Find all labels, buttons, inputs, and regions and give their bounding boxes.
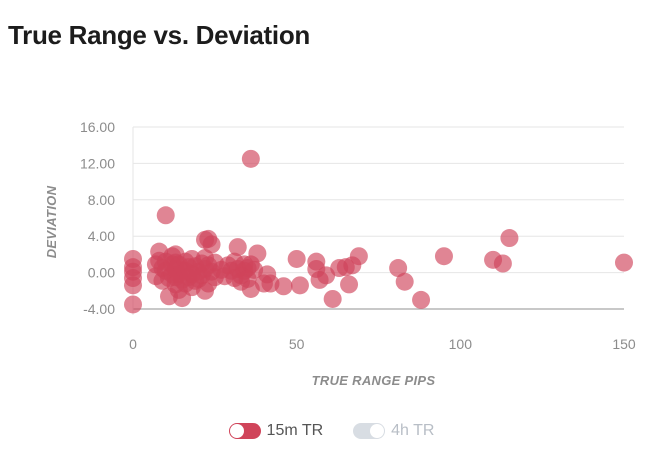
scatter-point[interactable] bbox=[615, 253, 633, 272]
scatter-point[interactable] bbox=[228, 238, 247, 257]
y-tick-label: 8.00 bbox=[88, 192, 115, 208]
x-tick-label: 100 bbox=[449, 336, 473, 352]
legend: 15m TR 4h TR bbox=[0, 422, 663, 440]
scatter-point[interactable] bbox=[395, 272, 414, 291]
scatter-point[interactable] bbox=[349, 247, 368, 266]
scatter-point[interactable] bbox=[389, 259, 408, 278]
scatter-point[interactable] bbox=[317, 266, 336, 285]
x-axis-title: TRUE RANGE PIPS bbox=[312, 373, 436, 388]
legend-item-15m-tr[interactable]: 15m TR bbox=[228, 422, 324, 440]
chart-title: True Range vs. Deviation bbox=[8, 20, 311, 50]
scatter-point[interactable] bbox=[412, 290, 431, 309]
y-tick-label: 4.00 bbox=[88, 228, 115, 244]
legend-label: 4h TR bbox=[391, 422, 435, 439]
y-tick-label: 12.00 bbox=[80, 155, 115, 171]
scatter-point[interactable] bbox=[493, 254, 512, 273]
scatter-point[interactable] bbox=[287, 249, 306, 268]
y-axis-ticks: -4.00 0.00 4.00 8.00 12.00 16.00 bbox=[80, 119, 115, 317]
scatter-point[interactable] bbox=[248, 244, 267, 263]
toggle-icon[interactable] bbox=[353, 423, 386, 439]
scatter-point[interactable] bbox=[340, 275, 359, 294]
series-15m-tr[interactable] bbox=[124, 149, 633, 314]
y-axis-title: DEVIATION bbox=[44, 185, 59, 258]
scatter-point[interactable] bbox=[434, 247, 453, 266]
scatter-point[interactable] bbox=[500, 229, 519, 248]
scatter-point[interactable] bbox=[290, 276, 309, 295]
scatter-point[interactable] bbox=[323, 289, 342, 308]
legend-item-4h-tr[interactable]: 4h TR bbox=[353, 422, 434, 440]
y-tick-label: -4.00 bbox=[83, 301, 115, 317]
scatter-point[interactable] bbox=[124, 295, 142, 314]
x-tick-label: 150 bbox=[612, 336, 636, 352]
legend-label: 15m TR bbox=[266, 422, 324, 439]
scatter-point[interactable] bbox=[241, 149, 260, 168]
x-tick-label: 50 bbox=[289, 336, 305, 352]
scatter-chart: -4.00 0.00 4.00 8.00 12.00 16.00 0 50 100 150 DE… bbox=[44, 119, 636, 388]
scatter-point[interactable] bbox=[202, 235, 221, 254]
scatter-point[interactable] bbox=[274, 277, 293, 296]
y-tick-label: 16.00 bbox=[80, 119, 115, 135]
scatter-point[interactable] bbox=[156, 206, 175, 225]
toggle-icon[interactable] bbox=[228, 423, 261, 439]
y-tick-label: 0.00 bbox=[88, 265, 115, 281]
x-axis-ticks: 0 50 100 150 bbox=[129, 336, 636, 352]
x-tick-label: 0 bbox=[129, 336, 137, 352]
scatter-point[interactable] bbox=[124, 276, 142, 295]
